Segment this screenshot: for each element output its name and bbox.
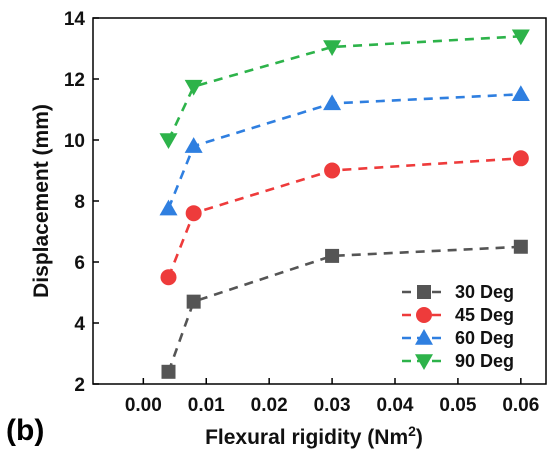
y-tick-label: 10 bbox=[64, 131, 85, 152]
legend-entry: 45 Deg bbox=[402, 305, 514, 325]
x-tick-label: 0.06 bbox=[502, 395, 539, 416]
data-point bbox=[159, 133, 178, 149]
x-tick-label: 0.00 bbox=[125, 395, 162, 416]
x-axis-title: Flexural rigidity (Nm2) bbox=[205, 423, 423, 449]
data-point bbox=[511, 29, 530, 46]
series-line bbox=[167, 93, 521, 210]
legend-label: 90 Deg bbox=[455, 351, 514, 371]
data-point bbox=[185, 205, 202, 222]
data-point bbox=[161, 364, 176, 379]
series-line bbox=[167, 245, 521, 373]
x-tick-label: 0.03 bbox=[314, 395, 351, 416]
series-line bbox=[167, 35, 521, 141]
y-tick-label: 14 bbox=[64, 9, 86, 30]
x-axis-title-main: Flexural rigidity (Nm bbox=[205, 426, 408, 449]
y-axis-title: Displacement (mm) bbox=[30, 104, 53, 298]
y-tick-label: 12 bbox=[64, 70, 85, 91]
x-axis-title-suffix: ) bbox=[416, 426, 423, 449]
legend-entry: 90 Deg bbox=[402, 351, 514, 371]
legend-entry: 60 Deg bbox=[402, 328, 514, 348]
panel-label: (b) bbox=[6, 414, 44, 447]
x-tick-label: 0.04 bbox=[377, 395, 414, 416]
series-line bbox=[167, 157, 521, 278]
data-point bbox=[184, 137, 203, 153]
data-point bbox=[160, 269, 177, 286]
series-30-deg bbox=[161, 239, 528, 379]
data-point bbox=[512, 150, 529, 167]
series-layer bbox=[159, 29, 530, 379]
y-tick-label: 2 bbox=[74, 375, 85, 396]
legend-marker bbox=[416, 307, 432, 323]
data-point bbox=[323, 94, 342, 111]
series-45-deg bbox=[160, 150, 529, 286]
legend-label: 30 Deg bbox=[455, 282, 514, 302]
x-tick-label: 0.01 bbox=[188, 395, 225, 416]
legend-entry: 30 Deg bbox=[402, 282, 514, 302]
data-point bbox=[159, 199, 178, 216]
y-tick-label: 4 bbox=[74, 314, 85, 335]
x-tick-label: 0.02 bbox=[251, 395, 288, 416]
x-axis-title-superscript: 2 bbox=[408, 423, 416, 439]
series-60-deg bbox=[159, 85, 530, 216]
data-point bbox=[511, 85, 530, 101]
y-tick-label: 8 bbox=[74, 192, 85, 213]
legend-label: 45 Deg bbox=[455, 305, 514, 325]
legend-marker bbox=[415, 329, 433, 345]
legend-marker bbox=[417, 285, 431, 299]
axes: 2 4 6 8 10 12 14 0.00 0.01 0.02 0.03 0.04 0.05 0.06 bbox=[64, 9, 547, 416]
y-tick-label: 6 bbox=[74, 253, 85, 274]
data-point bbox=[513, 239, 528, 254]
legend-marker bbox=[415, 354, 433, 370]
x-tick-label: 0.05 bbox=[439, 395, 476, 416]
data-point bbox=[323, 40, 342, 56]
legend: 30 Deg 45 Deg 60 Deg 90 Deg bbox=[402, 282, 514, 371]
legend-label: 60 Deg bbox=[455, 328, 514, 348]
data-point bbox=[324, 162, 341, 179]
data-point bbox=[184, 79, 203, 96]
data-point bbox=[325, 248, 340, 263]
series-90-deg bbox=[159, 29, 530, 149]
data-point bbox=[186, 294, 201, 309]
